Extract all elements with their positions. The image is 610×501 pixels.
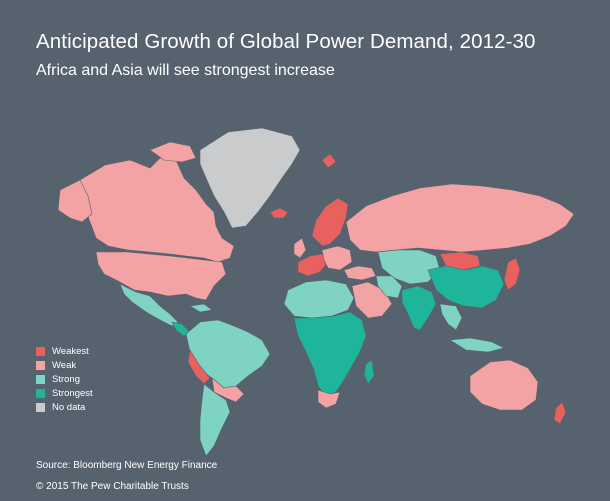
region-india	[401, 285, 437, 331]
legend-label: Strongest	[52, 387, 93, 399]
region-japan	[503, 257, 521, 291]
region-iceland	[269, 207, 289, 219]
region-central-europe	[321, 245, 353, 271]
legend-swatch	[36, 388, 45, 398]
legend-label: Strong	[52, 373, 80, 385]
region-sub-saharan-africa	[293, 311, 367, 397]
region-iran	[375, 275, 403, 299]
page-subtitle: Africa and Asia will see strongest incre…	[36, 62, 335, 79]
legend-swatch	[36, 361, 45, 371]
region-russia	[345, 183, 575, 253]
legend: Weakest Weak Strong Strongest No data	[36, 345, 93, 414]
region-south-africa	[317, 389, 341, 409]
region-southern-cone	[199, 383, 231, 457]
region-north-africa	[283, 279, 355, 319]
region-turkey	[343, 265, 377, 281]
legend-item-weakest: Weakest	[36, 345, 93, 359]
legend-label: Weakest	[52, 346, 89, 358]
region-svalbard	[321, 153, 337, 169]
region-canada	[79, 157, 235, 263]
legend-label: No data	[52, 401, 86, 413]
region-scandinavia	[311, 197, 349, 247]
region-indonesia	[449, 337, 505, 353]
legend-swatch	[36, 374, 45, 384]
region-madagascar	[363, 359, 375, 385]
page-title: Anticipated Growth of Global Power Deman…	[36, 30, 536, 53]
legend-item-no-data: No data	[36, 400, 93, 414]
region-australia	[469, 359, 539, 411]
region-caribbean	[189, 303, 213, 313]
region-greenland	[199, 127, 301, 229]
copyright-note: © 2015 The Pew Charitable Trusts	[36, 481, 189, 492]
legend-swatch	[36, 347, 45, 357]
legend-item-strongest: Strongest	[36, 386, 93, 400]
legend-item-weak: Weak	[36, 359, 93, 373]
region-new-zealand	[553, 401, 567, 425]
source-note: Source: Bloomberg New Energy Finance	[36, 460, 218, 471]
region-alaska	[57, 179, 93, 223]
region-southeast-asia	[439, 303, 463, 331]
legend-swatch	[36, 402, 45, 412]
region-western-europe	[297, 253, 329, 277]
legend-item-strong: Strong	[36, 373, 93, 387]
region-arctic-islands	[149, 141, 197, 163]
region-usa	[95, 251, 227, 301]
legend-label: Weak	[52, 360, 77, 372]
region-china	[427, 265, 505, 309]
region-uk	[293, 237, 307, 259]
